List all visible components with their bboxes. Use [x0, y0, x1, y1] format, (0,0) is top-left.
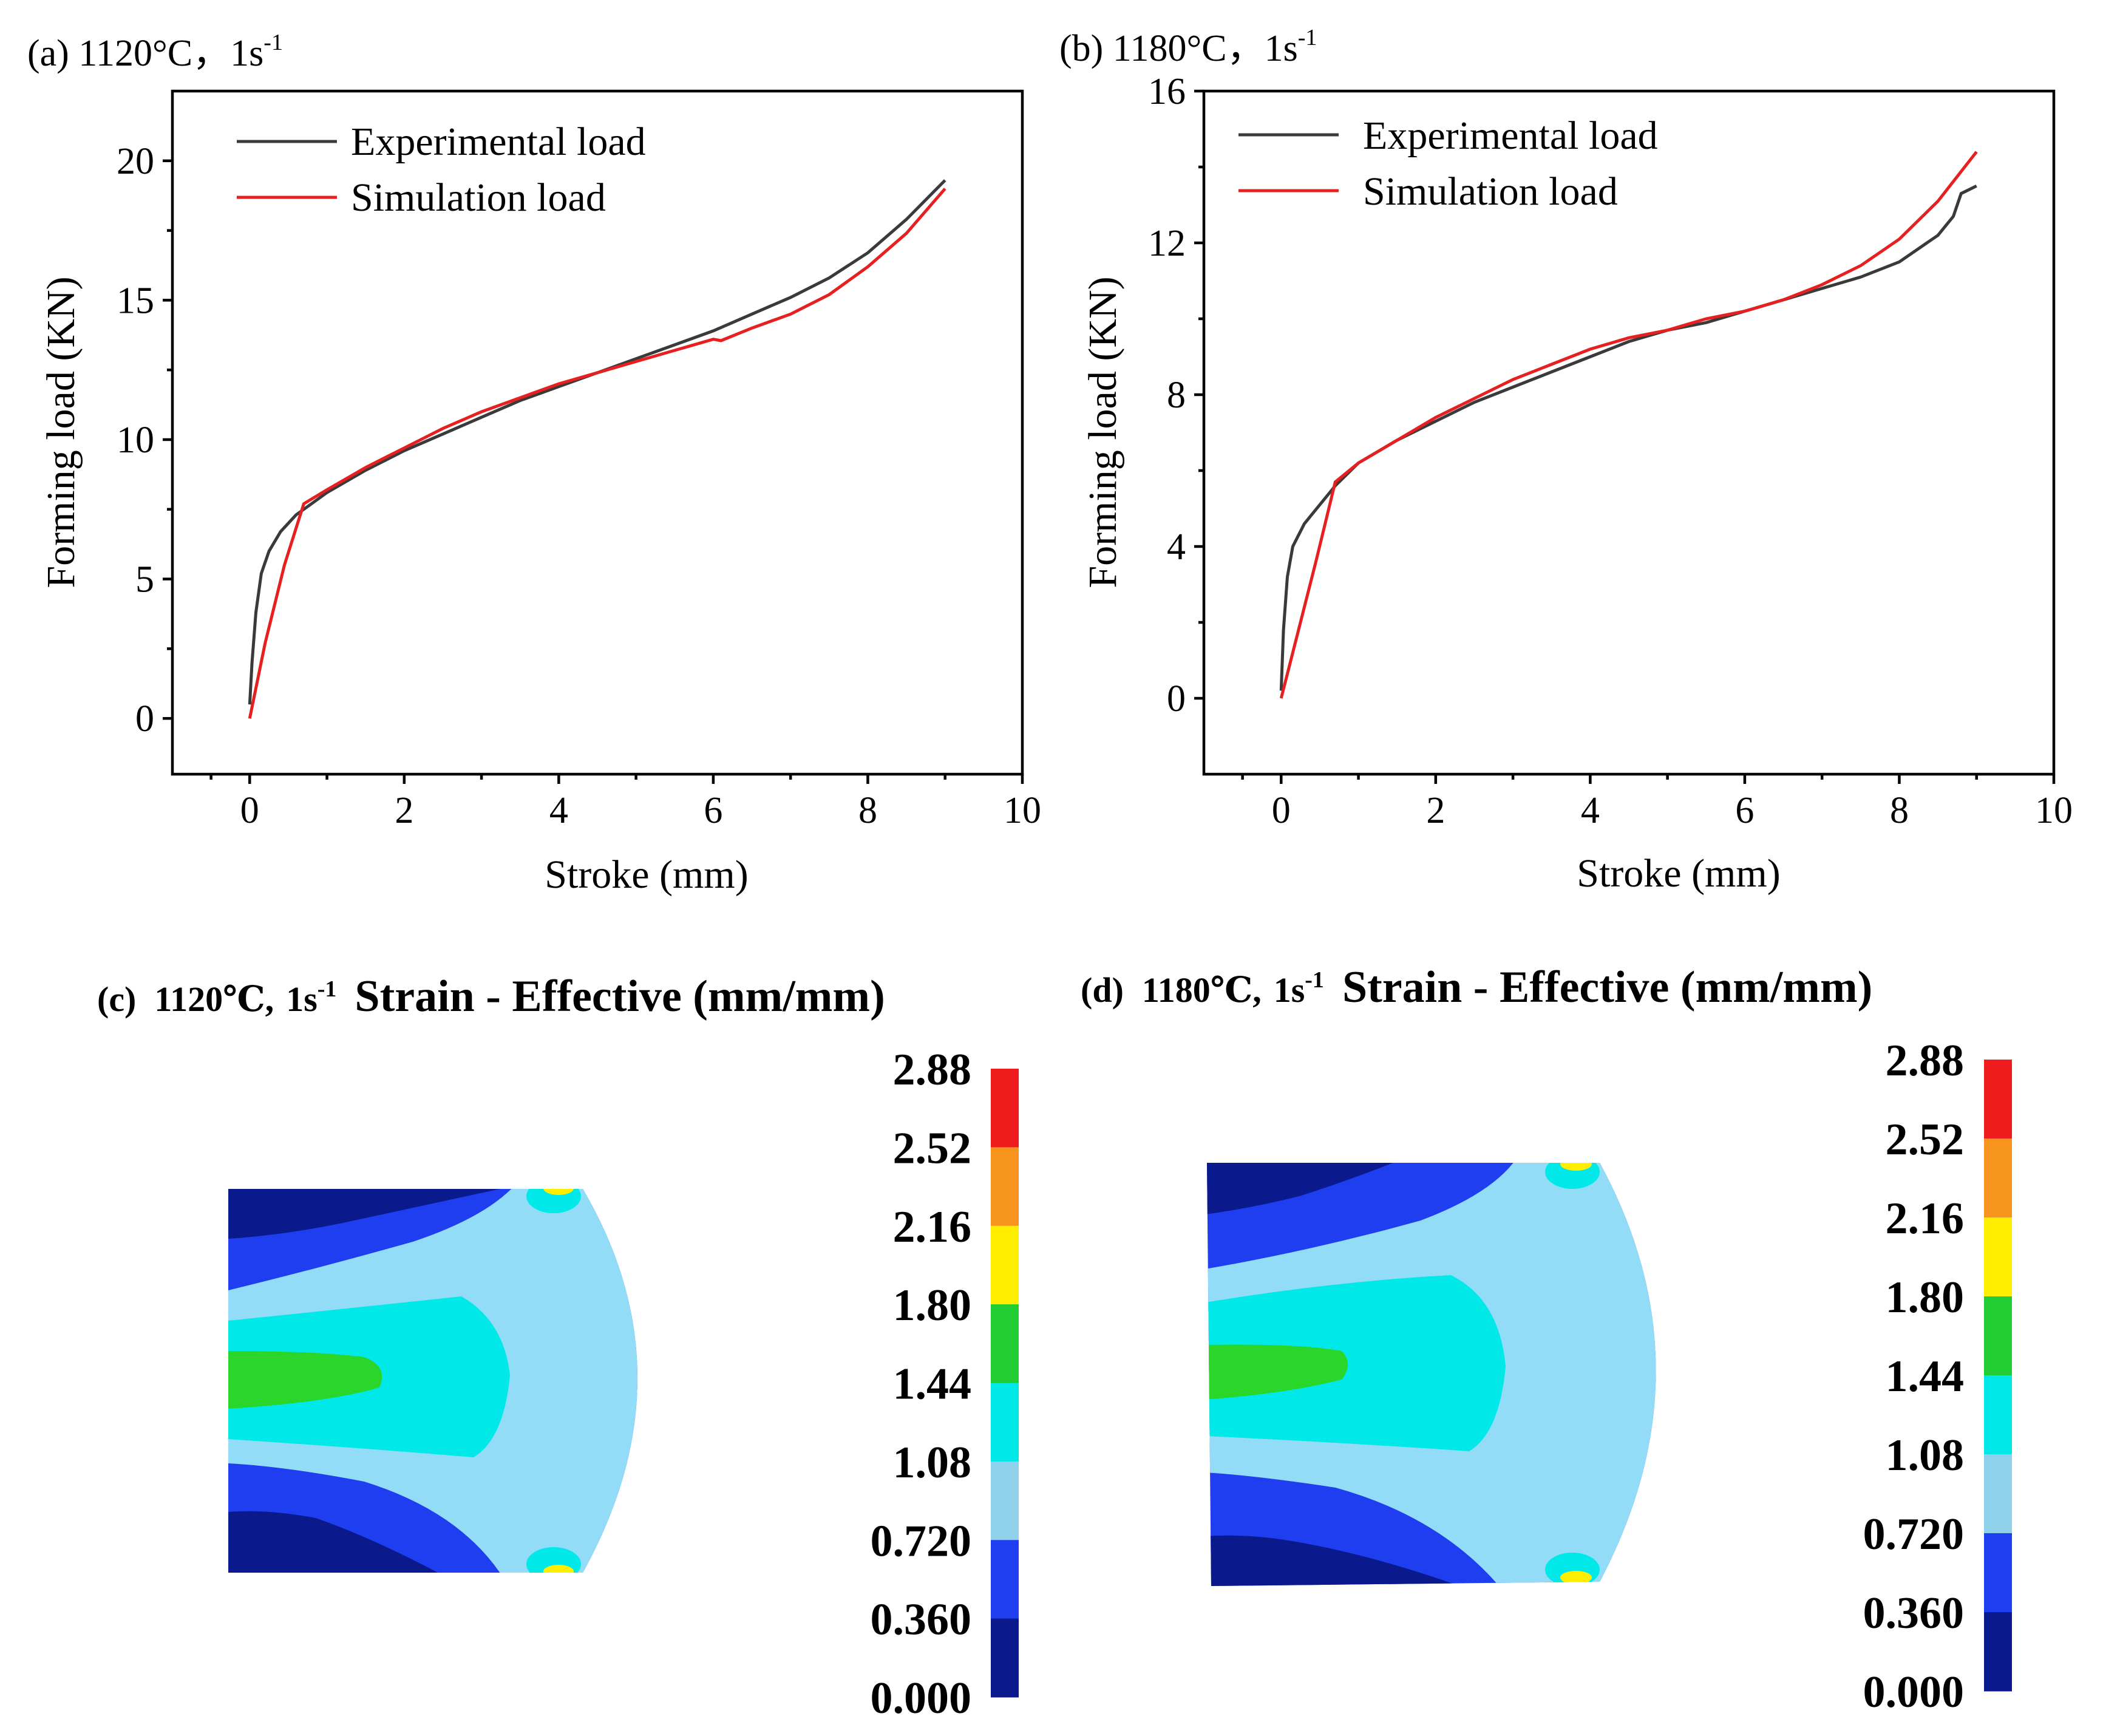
colorbar-d-segment-0 [1984, 1060, 2012, 1139]
panel-b-x-axis-title: Stroke (mm) [1577, 851, 1780, 896]
colorbar-c-segment-0 [991, 1069, 1019, 1148]
colorbar-d-segment-2 [1984, 1217, 2012, 1297]
panel-a-label: (a) 1120°C，1s-1 [27, 30, 283, 74]
colorbar-c-segment-7 [991, 1618, 1019, 1698]
colorbar-c-segment-1 [991, 1147, 1019, 1227]
colorbar-d-label-7: 0.360 [1863, 1588, 1965, 1638]
contour-c-corner-top-peak [543, 1189, 574, 1195]
panel-a-simulation-line [248, 188, 946, 719]
panel-a-x-tick-label-1: 2 [395, 790, 413, 831]
panel-b-simulation-line [1279, 151, 1978, 699]
panel-a-y-tick-label-2: 10 [117, 420, 154, 461]
panel-a-legend-simulation-label: Simulation load [351, 175, 606, 220]
panel-b-y-tick-label-0: 0 [1167, 678, 1186, 720]
colorbar-d-segment-1 [1984, 1139, 2012, 1218]
colorbar-c-label-8: 0.000 [871, 1673, 972, 1723]
panel-b: (b) 1180°C，1s-1 0 2 4 6 8 10 0 4 8 12 16 Stroke (… [1059, 25, 2073, 896]
colorbar-d-label-8: 0.000 [1863, 1667, 1965, 1717]
panel-a: (a) 1120°C，1s-1 0 2 4 6 8 10 0 5 10 15 20 Stroke … [27, 30, 1041, 897]
panel-a-x-ticks: 0 2 4 6 8 10 [209, 774, 1041, 831]
colorbar-d-label-4: 1.44 [1886, 1352, 1965, 1401]
colorbar-c-label-1: 2.52 [893, 1123, 972, 1173]
colorbar-c-label-2: 2.16 [893, 1202, 972, 1252]
colorbar-c-segment-3 [991, 1304, 1019, 1383]
colorbar-d-label-5: 1.08 [1886, 1431, 1965, 1480]
panel-b-x-ticks: 0 2 4 6 8 10 [1241, 774, 2073, 831]
panel-b-y-axis-title: Forming load (KN) [1081, 276, 1125, 588]
colorbar-c-label-6: 0.720 [871, 1516, 972, 1566]
panel-b-y-tick-label-3: 12 [1148, 223, 1186, 264]
panel-a-x-tick-label-5: 10 [1004, 790, 1041, 831]
panel-a-x-tick-label-0: 0 [240, 790, 259, 831]
panel-a-y-tick-label-0: 0 [135, 698, 154, 740]
colorbar-d-label-1: 2.52 [1886, 1115, 1965, 1165]
contour-d-corner-top [1545, 1163, 1600, 1189]
panel-b-x-tick-label-3: 6 [1735, 790, 1754, 831]
panel-a-y-tick-label-3: 15 [117, 280, 154, 321]
contour-c-corner-top [526, 1189, 581, 1213]
panel-a-y-axis-title: Forming load (KN) [39, 276, 83, 588]
panel-a-experimental-line [248, 179, 946, 705]
colorbar-c-label-3: 1.80 [893, 1281, 972, 1330]
panel-a-x-tick-label-3: 6 [704, 790, 722, 831]
colorbar-d-label-0: 2.88 [1886, 1036, 1965, 1086]
panel-b-legend-experimental-label: Experimental load [1363, 114, 1658, 158]
colorbar-c-label-4: 1.44 [893, 1360, 972, 1409]
panel-b-y-tick-label-1: 4 [1167, 526, 1186, 568]
colorbar-c-segment-2 [991, 1225, 1019, 1305]
colorbar-d-segment-6 [1984, 1533, 2012, 1613]
panel-d-title: (d) 1180℃, 1s-1 Strain - Effective (mm/mm) [1081, 962, 1872, 1012]
colorbar-c-segment-5 [991, 1461, 1019, 1540]
panel-b-x-tick-label-4: 8 [1890, 790, 1909, 831]
panel-a-x-axis-title: Stroke (mm) [545, 853, 748, 897]
panel-a-x-tick-label-2: 4 [549, 790, 568, 831]
colorbar-d-segment-5 [1984, 1454, 2012, 1534]
panel-b-experimental-line [1279, 185, 1977, 691]
panel-b-frame [1202, 89, 2056, 776]
colorbar-d-label-6: 0.720 [1863, 1510, 1965, 1559]
panel-b-legend-simulation-label: Simulation load [1363, 169, 1618, 214]
colorbar-c-label-0: 2.88 [893, 1045, 972, 1095]
panel-c-title: (c) 1120℃, 1s-1 Strain - Effective (mm/mm) [97, 972, 885, 1021]
contour-d-navy-bottom [1207, 1535, 1481, 1586]
contour-c-navy-top [228, 1189, 522, 1239]
panel-a-frame [171, 89, 1024, 776]
strain-contour-d [1207, 1163, 1656, 1586]
panel-a-y-ticks: 0 5 10 15 20 [117, 141, 172, 740]
panel-b-y-ticks: 0 4 8 12 16 [1148, 71, 1204, 720]
panel-a-legend-experimental-label: Experimental load [351, 120, 646, 164]
colorbar-c-segment-6 [991, 1540, 1019, 1619]
panel-b-x-tick-label-2: 4 [1581, 790, 1600, 831]
contour-d-cyan-region [1207, 1275, 1506, 1451]
panel-b-x-tick-label-0: 0 [1272, 790, 1291, 831]
colorbar-c-label-7: 0.360 [871, 1595, 972, 1645]
contour-d-corner-bottom-peak [1560, 1571, 1592, 1584]
contour-c-green-core [228, 1351, 382, 1409]
panel-b-label: (b) 1180°C，1s-1 [1059, 25, 1317, 69]
colorbar-c-label-5: 1.08 [893, 1438, 972, 1488]
colorbar-c-segment-4 [991, 1383, 1019, 1462]
panel-b-x-tick-label-1: 2 [1426, 790, 1445, 831]
panel-b-y-tick-label-2: 8 [1167, 375, 1186, 416]
strain-contour-c [228, 1189, 637, 1573]
panel-a-x-tick-label-4: 8 [858, 790, 877, 831]
colorbar-d-label-2: 2.16 [1886, 1194, 1965, 1244]
colorbar-c: 2.88 2.52 2.16 1.80 1.44 1.08 0.720 0.360 0.000 [871, 1045, 1019, 1723]
panel-b-y-tick-label-4: 16 [1148, 71, 1186, 112]
colorbar-d-segment-3 [1984, 1296, 2012, 1376]
colorbar-d-label-3: 1.80 [1886, 1273, 1965, 1322]
contour-d-navy-top [1207, 1163, 1408, 1214]
contour-d-corner-top-peak [1560, 1163, 1592, 1171]
colorbar-d-segment-4 [1984, 1375, 2012, 1455]
colorbar-d-segment-7 [1984, 1612, 2012, 1692]
panel-a-y-tick-label-4: 20 [117, 141, 154, 182]
contour-c-navy-bottom [228, 1511, 449, 1573]
contour-c-corner-bottom [526, 1547, 581, 1573]
colorbar-d: 2.88 2.52 2.16 1.80 1.44 1.08 0.720 0.360 0.000 [1863, 1036, 2012, 1717]
contour-c-corner-bottom-peak [543, 1565, 574, 1573]
panel-b-x-tick-label-5: 10 [2035, 790, 2073, 831]
contour-d-green-core [1207, 1344, 1348, 1400]
panel-a-y-tick-label-1: 5 [135, 559, 154, 601]
